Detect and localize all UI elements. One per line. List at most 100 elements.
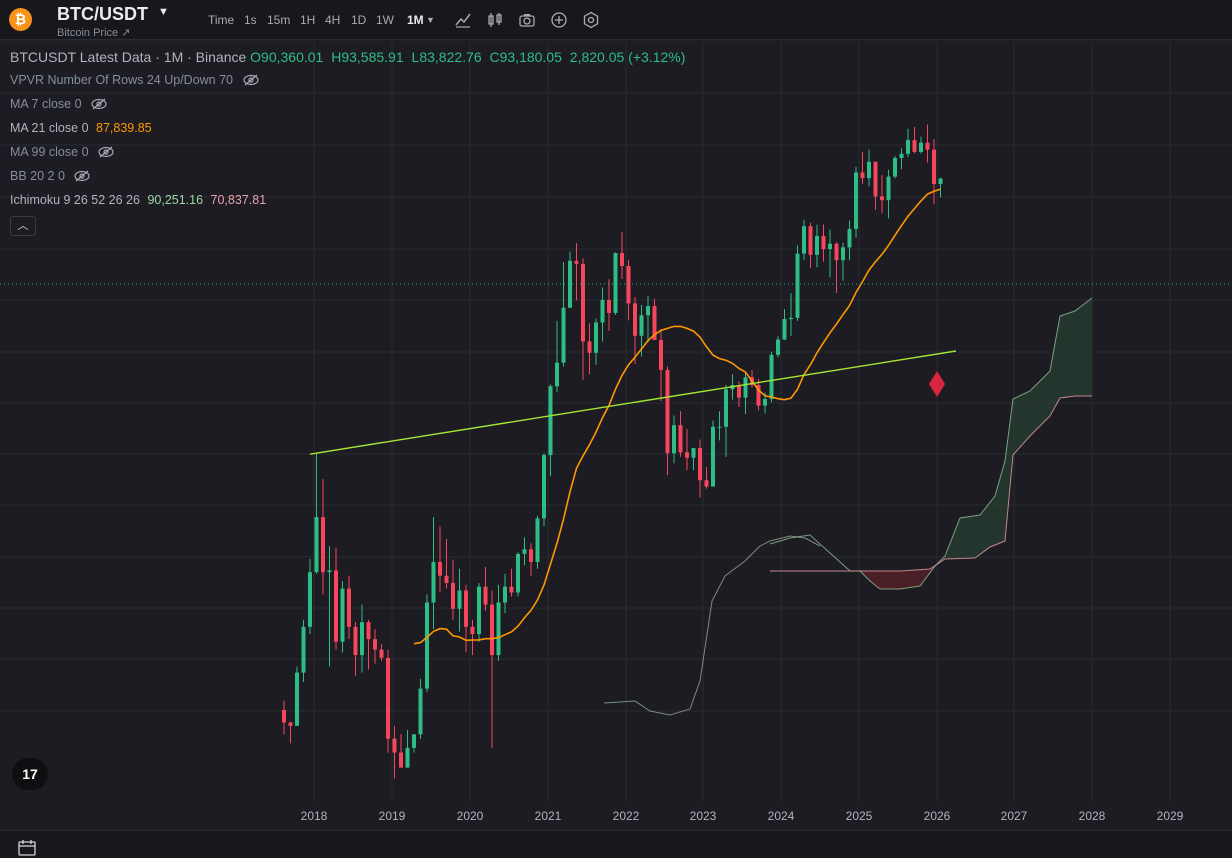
candle-body	[633, 303, 637, 336]
legend-title: BTCUSDT Latest Data · 1M · Binance	[10, 49, 247, 65]
candle-body	[652, 306, 657, 341]
candle-body	[743, 377, 748, 398]
candle-body	[776, 339, 780, 355]
candle-body	[886, 176, 891, 201]
ma99-label: MA 99 close 0	[10, 145, 89, 159]
legend-main: BTCUSDT Latest Data · 1M · Binance O90,3…	[10, 49, 685, 65]
candle-body	[717, 426, 722, 428]
candle-body	[581, 263, 585, 342]
candle-body	[477, 586, 481, 635]
timeframe-1d[interactable]: 1D	[351, 13, 367, 27]
camera-icon[interactable]	[518, 11, 536, 29]
candle-body	[802, 226, 806, 254]
candle-body	[685, 452, 689, 458]
settings-icon[interactable]	[582, 11, 600, 29]
candle-body	[496, 602, 501, 656]
add-icon[interactable]	[550, 11, 568, 29]
candle-body	[308, 572, 312, 627]
tradingview-logo[interactable]: 17	[12, 758, 48, 790]
ichimoku-value-2: 70,837.81	[210, 193, 267, 207]
candle-body	[613, 253, 618, 313]
candle-body	[288, 722, 293, 726]
eye-hidden-icon[interactable]	[91, 98, 107, 110]
ma21-value: 87,839.85	[96, 121, 152, 135]
legend-ma99[interactable]: MA 99 close 0	[10, 145, 114, 159]
caret-down-icon[interactable]: ▼	[158, 6, 169, 18]
candle-body	[379, 649, 384, 658]
candle-type-icon[interactable]	[486, 11, 504, 29]
chart-canvas[interactable]	[0, 41, 1232, 831]
timeframe-15m[interactable]: 15m	[267, 13, 291, 27]
candle-body	[607, 299, 611, 313]
candle-body	[327, 570, 332, 573]
candle-body	[360, 622, 364, 656]
symbol-title[interactable]: BTC/USDT	[57, 4, 148, 24]
timeframe-1m[interactable]: 1M	[407, 13, 424, 27]
candle-body	[919, 142, 923, 152]
candle-body	[353, 626, 358, 656]
legend-vpvr[interactable]: VPVR Number Of Rows 24 Up/Down 70	[10, 73, 259, 87]
candle-body	[815, 235, 819, 255]
ma7-label: MA 7 close 0	[10, 97, 82, 111]
ichimoku-leading-span-a	[769, 297, 1093, 590]
x-tick-2019: 2019	[378, 809, 406, 823]
candle-body	[418, 688, 423, 735]
candle-body	[854, 172, 858, 229]
candle-body	[444, 575, 449, 583]
timeframe-1w[interactable]: 1W	[376, 13, 394, 27]
candle-body	[470, 626, 475, 635]
candle-body	[425, 602, 429, 689]
calendar-icon[interactable]	[18, 839, 38, 857]
candle-body	[282, 710, 286, 723]
candle-body	[873, 161, 878, 197]
candle-body	[373, 639, 377, 650]
ichimoku-leading-span-b	[770, 395, 1092, 572]
legend-open: O90,360.01	[250, 49, 324, 65]
candle-body	[464, 590, 468, 627]
ichimoku-value-1: 90,251.16	[147, 193, 204, 207]
candle-body	[659, 340, 663, 370]
candle-body	[568, 260, 572, 308]
candle-body	[347, 588, 351, 627]
legend-collapse-button[interactable]: ︿	[10, 216, 36, 236]
timeframe-1h[interactable]: 1H	[300, 13, 316, 27]
candle-body	[912, 140, 917, 152]
timeframe-4h[interactable]: 4H	[325, 13, 341, 27]
candle-body	[867, 161, 871, 179]
candle-body	[321, 517, 325, 573]
x-tick-2024: 2024	[767, 809, 795, 823]
eye-hidden-icon[interactable]	[242, 74, 259, 86]
eye-hidden-icon[interactable]	[98, 146, 114, 158]
legend-ichimoku[interactable]: Ichimoku 9 26 52 26 26 90,251.16 70,837.…	[10, 193, 266, 207]
chevron-up-icon: ︿	[17, 220, 29, 232]
indicators-icon[interactable]	[454, 11, 472, 29]
x-tick-2026: 2026	[923, 809, 951, 823]
ichimoku-cloud-bullish	[935, 298, 1092, 566]
price-chart[interactable]: BTCUSDT Latest Data · 1M · Binance O90,3…	[0, 41, 1232, 831]
timeframe-1s[interactable]: 1s	[244, 13, 257, 27]
legend-close: C93,180.05	[489, 49, 562, 65]
legend-ma21[interactable]: MA 21 close 0 87,839.85	[10, 121, 152, 135]
x-tick-2023: 2023	[689, 809, 717, 823]
symbol-subtitle[interactable]: Bitcoin Price ↗	[57, 27, 131, 39]
candle-body	[789, 317, 793, 320]
candle-body	[763, 398, 767, 406]
candle-body	[503, 586, 507, 603]
time-axis[interactable]: 2018 2019 2020 2021 2022 2023 2024 2025 …	[0, 800, 1232, 830]
candle-body	[821, 235, 826, 250]
ichimoku-lagging-span	[603, 535, 821, 716]
legend-ma7[interactable]: MA 7 close 0	[10, 97, 107, 111]
candle-body	[925, 142, 930, 150]
candle-body	[516, 553, 520, 593]
candle-body	[392, 738, 397, 753]
legend-bb[interactable]: BB 20 2 0	[10, 169, 90, 183]
candle-body	[405, 747, 410, 768]
eye-hidden-icon[interactable]	[74, 170, 90, 182]
candle-body	[698, 447, 702, 481]
timeframe-time[interactable]: Time	[208, 13, 235, 27]
ichimoku-cloud-bearish	[850, 566, 935, 589]
timeframe-caret-icon[interactable]: ▼	[426, 15, 435, 25]
candle-body	[548, 386, 553, 456]
candle-body	[711, 426, 715, 487]
legend-high: H93,585.91	[331, 49, 404, 65]
